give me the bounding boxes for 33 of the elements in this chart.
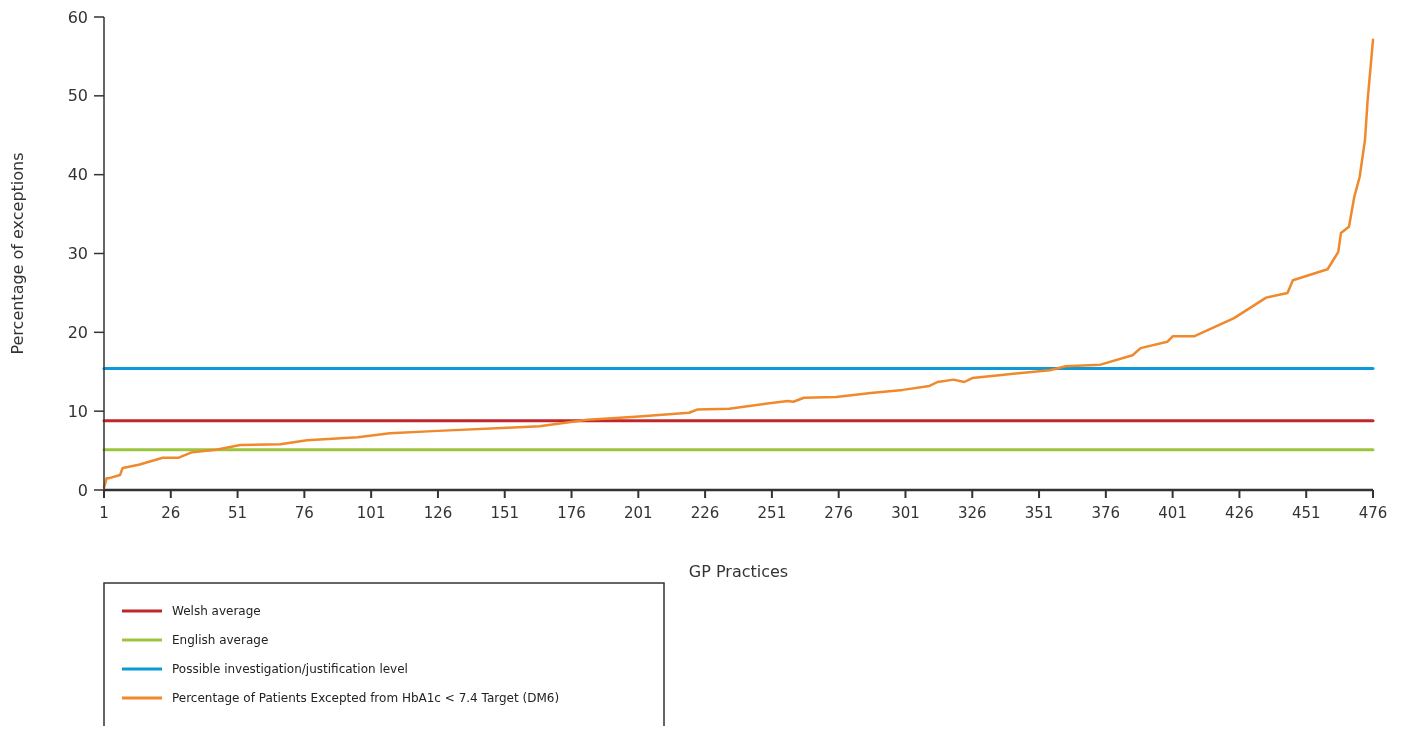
y-tick-label: 10 — [67, 401, 88, 421]
x-tick-label: 201 — [624, 504, 653, 522]
x-tick-label: 26 — [161, 504, 181, 522]
legend-label: Percentage of Patients Excepted from HbA1c < 7.4 Target (DM6) — [172, 691, 560, 706]
x-tick-label: 251 — [757, 504, 787, 522]
y-axis-title: Percentage of exceptions — [8, 152, 27, 355]
legend-label: Welsh average — [172, 604, 261, 619]
y-tick-label: 30 — [67, 244, 88, 264]
legend-label: English average — [172, 633, 269, 648]
x-axis-title: GP Practices — [688, 562, 789, 581]
x-tick-label: 176 — [557, 504, 586, 522]
y-tick-label: 60 — [67, 7, 88, 27]
x-tick-label: 401 — [1158, 504, 1187, 522]
x-tick-label: 76 — [294, 504, 314, 522]
y-tick-label: 0 — [77, 480, 88, 500]
x-tick-label: 151 — [490, 504, 520, 522]
x-tick-label: 226 — [690, 504, 720, 522]
x-tick-label: 451 — [1291, 504, 1321, 522]
legend-label: Possible investigation/justification level — [172, 662, 408, 677]
x-tick-label: 326 — [957, 504, 987, 522]
x-tick-label: 1 — [99, 504, 109, 522]
x-tick-label: 276 — [824, 504, 853, 522]
x-tick-label: 351 — [1024, 504, 1054, 522]
x-tick-label: 126 — [423, 504, 453, 522]
x-tick-label: 101 — [356, 504, 386, 522]
x-tick-label: 301 — [891, 504, 920, 522]
y-tick-label: 50 — [67, 86, 88, 106]
y-tick-label: 40 — [67, 165, 88, 185]
x-tick-label: 376 — [1091, 504, 1121, 522]
x-tick-label: 476 — [1358, 504, 1388, 522]
x-tick-label: 426 — [1225, 504, 1254, 522]
y-tick-label: 20 — [67, 322, 88, 342]
x-tick-label: 51 — [228, 504, 248, 522]
